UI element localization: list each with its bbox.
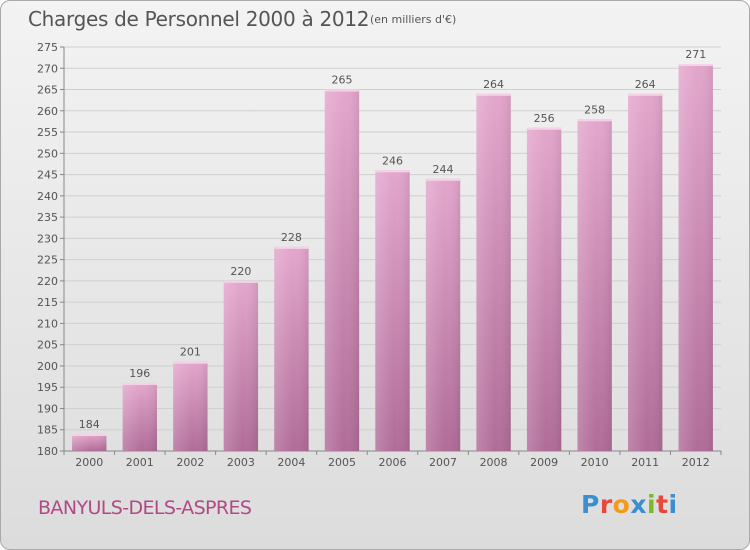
chart-unit: (en milliers d'€) [370, 13, 457, 26]
bar-highlight [324, 89, 360, 452]
bar-highlight [274, 246, 309, 451]
y-tick-label: 215 [37, 296, 58, 309]
y-tick-label: 265 [37, 84, 58, 97]
logo-letter: i [647, 490, 657, 519]
bar-highlight [577, 119, 612, 451]
x-tick-label: 2011 [631, 456, 659, 469]
data-label: 220 [230, 265, 251, 278]
x-tick-label: 2003 [227, 456, 255, 469]
data-label: 184 [79, 418, 100, 431]
y-tick-label: 260 [37, 105, 58, 118]
chart-title: Charges de Personnel 2000 à 2012 [28, 7, 370, 31]
y-tick-label: 220 [37, 275, 58, 288]
bar-top-edge [628, 93, 663, 96]
data-label: 196 [129, 367, 150, 380]
data-label: 264 [635, 78, 656, 91]
bar-highlight [173, 361, 208, 451]
y-tick-label: 180 [37, 445, 58, 458]
proxiti-logo[interactable]: Proxiti [581, 490, 678, 519]
bar-top-edge [577, 119, 612, 122]
logo-letter: P [581, 490, 600, 519]
bar-top-edge [173, 361, 208, 364]
y-tick-label: 245 [37, 169, 58, 182]
y-tick-label: 195 [37, 381, 58, 394]
bar-highlight [425, 178, 461, 451]
bar-top-edge [122, 382, 157, 385]
bar-top-edge [274, 246, 309, 249]
bar-top-edge [678, 64, 713, 67]
bar-highlight [526, 127, 562, 452]
data-label: 201 [180, 346, 201, 359]
x-tick-label: 2010 [581, 456, 609, 469]
x-tick-label: 2007 [429, 456, 457, 469]
x-tick-label: 2002 [176, 456, 204, 469]
bar-highlight [628, 93, 663, 452]
data-label: 244 [433, 163, 454, 176]
bar-top-edge [526, 127, 562, 130]
y-tick-label: 210 [37, 317, 58, 330]
x-tick-label: 2004 [277, 456, 305, 469]
y-tick-label: 250 [37, 147, 58, 160]
bar-top-edge [72, 433, 107, 436]
bar-top-edge [324, 89, 360, 92]
y-tick-label: 200 [37, 360, 58, 373]
bar-highlight [678, 64, 713, 451]
logo-letter: t [656, 490, 669, 519]
town-name: BANYULS-DELS-ASPRES [38, 497, 252, 519]
x-tick-label: 2001 [126, 456, 154, 469]
x-tick-label: 2008 [480, 456, 508, 469]
data-label: 228 [281, 231, 302, 244]
logo-letter: x [630, 490, 647, 519]
data-label: 246 [382, 154, 403, 167]
bar-highlight [223, 280, 259, 451]
data-label: 256 [534, 112, 555, 125]
y-tick-label: 275 [37, 41, 58, 54]
data-label: 271 [685, 48, 706, 61]
y-tick-label: 240 [37, 190, 58, 203]
bar-highlight [476, 93, 511, 452]
bar-top-edge [223, 280, 259, 283]
x-tick-label: 2009 [530, 456, 558, 469]
y-tick-label: 205 [37, 339, 58, 352]
data-label: 264 [483, 78, 504, 91]
y-tick-label: 230 [37, 232, 58, 245]
y-tick-label: 235 [37, 211, 58, 224]
logo-letter: i [668, 490, 678, 519]
bar-highlight [72, 433, 107, 451]
y-tick-label: 255 [37, 126, 58, 139]
x-tick-label: 2006 [379, 456, 407, 469]
y-tick-label: 185 [37, 424, 58, 437]
data-label: 258 [584, 103, 605, 116]
bar-top-edge [375, 170, 410, 173]
y-tick-label: 190 [37, 402, 58, 415]
logo-letter: r [599, 490, 613, 519]
bar-highlight [122, 382, 157, 451]
bar-top-edge [425, 178, 461, 181]
bar-top-edge [476, 93, 511, 96]
x-tick-label: 2000 [75, 456, 103, 469]
x-tick-label: 2005 [328, 456, 356, 469]
logo-letter: o [612, 490, 631, 519]
x-tick-label: 2012 [682, 456, 710, 469]
bar-highlight [375, 170, 410, 452]
data-label: 265 [331, 74, 352, 87]
y-tick-label: 225 [37, 254, 58, 267]
y-tick-label: 270 [37, 62, 58, 75]
